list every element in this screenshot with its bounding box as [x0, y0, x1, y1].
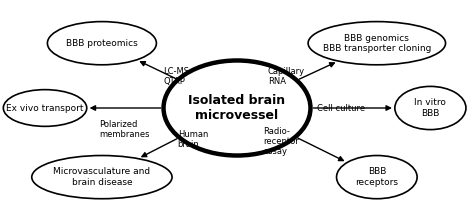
- Text: BBB genomics
BBB transporter cloning: BBB genomics BBB transporter cloning: [323, 33, 431, 53]
- Text: Microvasculature and
brain disease: Microvasculature and brain disease: [54, 167, 150, 187]
- Text: In vitro
BBB: In vitro BBB: [414, 98, 447, 118]
- Text: Cell culture: Cell culture: [317, 103, 365, 113]
- Text: LC-MS
QTAP: LC-MS QTAP: [164, 67, 190, 86]
- Text: BBB proteomics: BBB proteomics: [66, 39, 138, 48]
- Text: Ex vivo transport: Ex vivo transport: [6, 103, 84, 113]
- Text: Radio-
receptor
assay: Radio- receptor assay: [263, 127, 299, 156]
- Text: Capillary
RNA: Capillary RNA: [268, 67, 305, 86]
- Text: Isolated brain
microvessel: Isolated brain microvessel: [189, 94, 285, 122]
- Text: Polarized
membranes: Polarized membranes: [100, 120, 150, 139]
- Text: Human
brain: Human brain: [178, 130, 208, 149]
- Text: BBB
receptors: BBB receptors: [356, 167, 398, 187]
